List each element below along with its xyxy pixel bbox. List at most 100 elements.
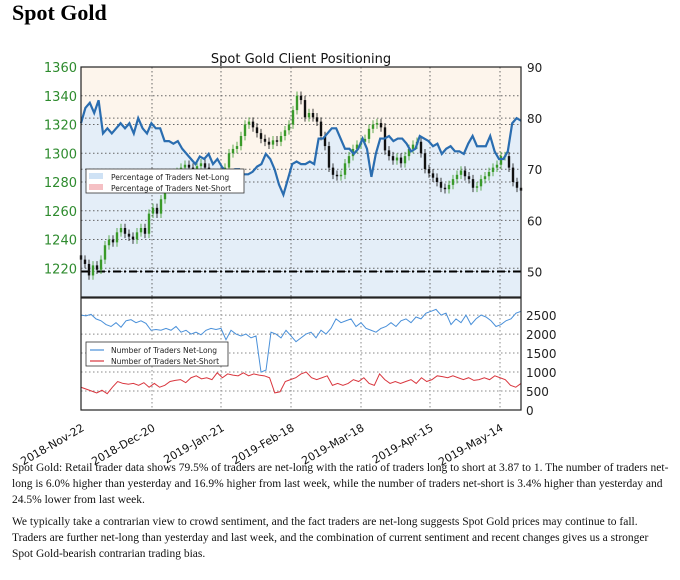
candle-body	[467, 176, 471, 180]
candle-body	[227, 153, 231, 168]
candle-body	[187, 164, 191, 168]
candle-body	[343, 163, 347, 175]
candle-body	[259, 133, 263, 139]
upper-legend: Percentage of Traders Net-Long Percentage…	[85, 168, 245, 194]
candle-body	[239, 136, 243, 147]
percent-tick-label: 70	[527, 163, 542, 177]
price-tick-label: 1220	[44, 262, 77, 277]
percent-tick-label: 80	[527, 112, 542, 126]
candle-body	[123, 228, 127, 234]
candle-body	[411, 144, 415, 149]
candle-body	[127, 233, 131, 237]
candle-body	[291, 110, 295, 125]
net-short-swatch	[89, 184, 103, 190]
candle-body	[363, 138, 367, 142]
candle-body	[107, 239, 111, 246]
net-long-area	[81, 100, 521, 297]
candle-body	[443, 187, 447, 190]
candle-body	[231, 148, 235, 154]
page-title: Spot Gold	[12, 0, 107, 25]
candle-body	[431, 173, 435, 178]
candle-body	[455, 174, 459, 180]
candle-body	[399, 157, 403, 164]
candle-body	[247, 121, 251, 125]
net-long-swatch	[89, 173, 103, 179]
candle-body	[463, 170, 467, 177]
candle-body	[151, 207, 155, 214]
bias-paragraph: We typically take a contrarian view to c…	[12, 516, 649, 560]
candle-body	[199, 163, 203, 167]
candle-body	[163, 189, 167, 200]
candle-body	[451, 179, 455, 185]
candle-body	[471, 179, 475, 188]
candle-body	[155, 207, 159, 214]
candle-body	[243, 124, 247, 136]
candle-body	[339, 174, 343, 177]
legend-box	[85, 341, 229, 367]
count-tick-label: 1500	[526, 347, 557, 361]
upper-plot-frame	[80, 66, 522, 298]
candle-body	[131, 236, 135, 240]
candle-body	[491, 167, 495, 172]
candle-body	[479, 179, 483, 187]
candle-body	[203, 163, 207, 168]
candle-body	[311, 113, 315, 118]
candle-body	[303, 100, 307, 118]
percent-tick-label: 60	[527, 214, 542, 228]
candle-body	[331, 167, 335, 175]
candle-body	[195, 166, 199, 171]
price-tick-label: 1240	[44, 234, 77, 249]
legend-label: Percentage of Traders Net-Short	[111, 184, 231, 193]
candle-body	[83, 259, 87, 264]
price-tick-label: 1280	[44, 176, 77, 191]
summary-paragraph: Spot Gold: Retail trader data shows 79.5…	[12, 462, 669, 506]
candle-body	[307, 113, 311, 118]
candle-body	[395, 157, 399, 161]
candle-body	[183, 164, 187, 168]
candle-body	[495, 164, 499, 168]
candle-body	[375, 123, 379, 125]
candle-body	[315, 117, 319, 122]
candle-body	[367, 128, 371, 139]
candle-body	[119, 228, 123, 233]
candle-body	[447, 184, 451, 190]
candle-body	[143, 228, 147, 234]
candle-body	[407, 148, 411, 157]
candle-body	[487, 171, 491, 177]
candle-body	[327, 146, 331, 168]
candle-body	[511, 167, 515, 182]
count-tick-label: 1000	[526, 366, 557, 380]
candle-body	[103, 245, 107, 260]
price-tick-label: 1260	[44, 205, 77, 220]
candle-body	[139, 228, 143, 233]
candle-body	[287, 124, 291, 131]
percent-tick-label: 50	[527, 265, 542, 279]
candle-body	[299, 95, 303, 101]
client-positioning-chart: Spot Gold Client Positioning 1220 1240 126…	[18, 52, 557, 469]
price-tick-label: 1360	[44, 61, 77, 76]
percent-net-long-line	[79, 99, 522, 199]
legend-box	[85, 168, 245, 194]
count-tick-label: 0	[526, 404, 534, 418]
candle-body	[499, 156, 503, 165]
count-tick-label: 2500	[526, 309, 557, 323]
candle-body	[147, 213, 151, 234]
net-short-count-line	[80, 371, 522, 395]
candle-body	[439, 182, 443, 188]
legend-label: Percentage of Traders Net-Long	[111, 173, 229, 182]
candle-body	[251, 121, 255, 128]
candle-body	[135, 232, 139, 240]
price-tick-label: 1320	[44, 119, 77, 134]
price-tick-label: 1340	[44, 90, 77, 105]
legend-label: Number of Traders Net-Long	[111, 346, 217, 355]
candle-body	[279, 136, 283, 142]
candle-body	[319, 121, 323, 136]
candle-body	[111, 239, 115, 243]
candle-body	[263, 138, 267, 142]
price-tick-label: 1300	[44, 147, 77, 162]
candle-body	[235, 146, 239, 149]
candle-body	[371, 124, 375, 129]
candle-body	[379, 123, 383, 128]
candle-body	[391, 156, 395, 161]
candle-body	[403, 156, 407, 164]
